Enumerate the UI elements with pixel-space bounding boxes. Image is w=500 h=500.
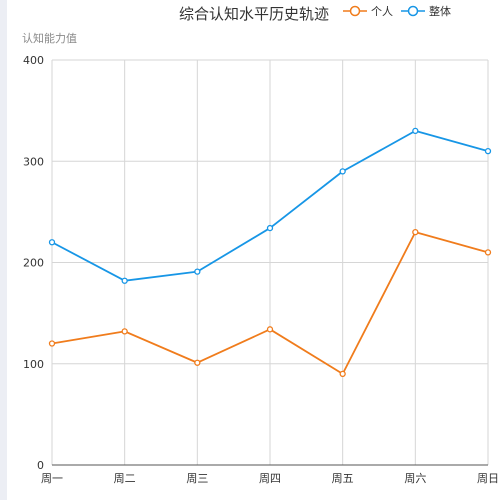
data-point-1-4	[339, 168, 346, 175]
data-point-1-3	[266, 224, 274, 232]
chart-legend: 个人 整体	[343, 1, 459, 21]
legend-label-personal: 个人	[371, 5, 393, 18]
x-tick-label: 周五	[332, 472, 354, 485]
legend-marker-personal	[343, 5, 367, 17]
y-axis-label: 认知能力值	[22, 32, 77, 45]
x-tick-label: 周一	[41, 472, 63, 485]
x-tick-label: 周三	[186, 472, 208, 485]
y-tick-label: 0	[37, 459, 44, 472]
data-point-1-0	[48, 239, 56, 246]
y-tick-label: 300	[23, 155, 44, 168]
y-tick-label: 100	[23, 358, 44, 371]
data-point-1-1	[121, 277, 128, 284]
x-tick-label: 周六	[404, 472, 426, 485]
page-left-strip	[0, 0, 7, 500]
data-point-0-0	[48, 340, 56, 347]
legend-item-overall[interactable]: 整体	[401, 3, 451, 19]
data-point-0-5	[412, 228, 419, 236]
data-point-0-6	[484, 249, 492, 256]
legend-label-overall: 整体	[429, 5, 451, 18]
data-point-1-2	[194, 268, 201, 275]
x-tick-label: 周二	[114, 472, 136, 485]
data-point-0-2	[194, 359, 201, 366]
x-tick-label: 周日	[477, 472, 499, 485]
y-tick-label: 400	[23, 54, 44, 67]
data-point-0-3	[266, 326, 274, 333]
x-tick-label: 周四	[259, 472, 281, 485]
legend-item-personal[interactable]: 个人	[343, 3, 393, 19]
data-point-1-6	[484, 147, 492, 155]
y-tick-label: 200	[23, 257, 44, 270]
chart-title: 综合认知水平历史轨迹	[179, 5, 330, 23]
legend-marker-overall	[401, 5, 425, 17]
data-point-0-4	[339, 370, 346, 378]
data-point-0-1	[121, 328, 128, 335]
data-point-1-5	[412, 127, 419, 135]
